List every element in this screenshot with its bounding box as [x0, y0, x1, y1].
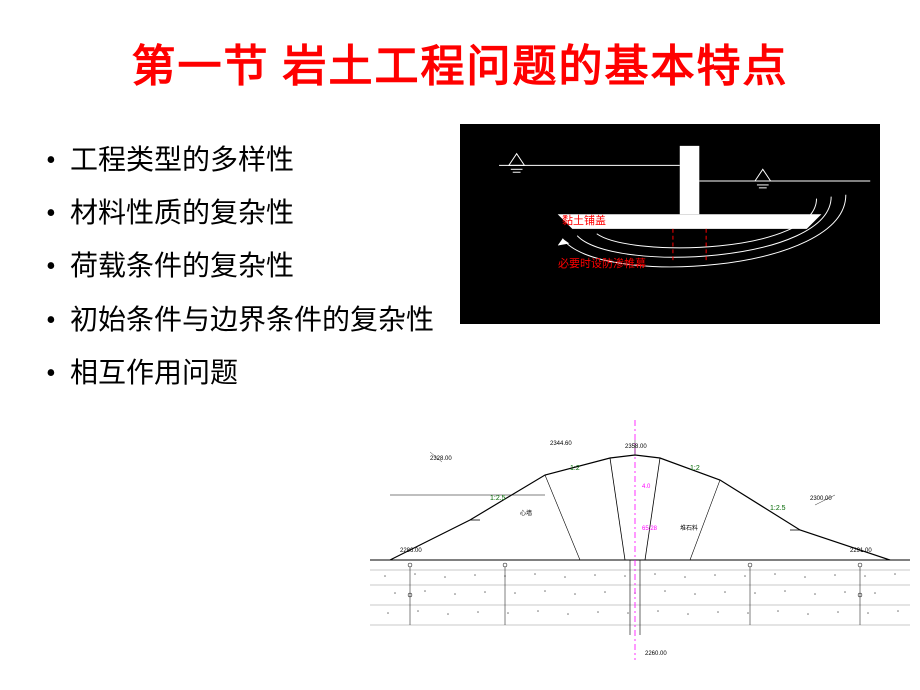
svg-text:心墙: 心墙 — [520, 509, 532, 517]
cad-diagram: 黏土铺盖 必要时设防渗帷幕 — [460, 124, 880, 324]
svg-text:2291.00: 2291.00 — [850, 548, 872, 554]
bullet-list: 工程类型的多样性 材料性质的复杂性 荷载条件的复杂性 初始条件与边界条件的复杂性… — [40, 114, 460, 400]
svg-text:1:2: 1:2 — [570, 465, 580, 472]
svg-text:1:2.5: 1:2.5 — [770, 505, 786, 512]
svg-text:堆石料: 堆石料 — [680, 524, 698, 532]
svg-text:1:2: 1:2 — [690, 465, 700, 472]
cross-section-diagram: 1:2.5 1:2 1:2 1:2.5 2358.00 2344.60 2328… — [370, 400, 910, 670]
svg-text:2300.00: 2300.00 — [810, 496, 832, 502]
svg-text:4.0: 4.0 — [642, 484, 651, 490]
list-item: 荷载条件的复杂性 — [40, 240, 460, 293]
svg-text:65.28: 65.28 — [642, 526, 658, 532]
svg-text:2286.00: 2286.00 — [400, 548, 422, 554]
svg-text:2344.60: 2344.60 — [550, 441, 572, 447]
list-item: 初始条件与边界条件的复杂性 — [40, 294, 460, 347]
svg-text:2358.00: 2358.00 — [625, 444, 647, 450]
content-row: 工程类型的多样性 材料性质的复杂性 荷载条件的复杂性 初始条件与边界条件的复杂性… — [0, 114, 920, 400]
svg-text:1:2.5: 1:2.5 — [490, 495, 506, 502]
svg-text:2260.00: 2260.00 — [645, 651, 667, 657]
cad-label-1: 黏土铺盖 — [562, 212, 606, 228]
page-title: 第一节 岩土工程问题的基本特点 — [0, 0, 920, 114]
list-item: 工程类型的多样性 — [40, 134, 460, 187]
list-item: 材料性质的复杂性 — [40, 187, 460, 240]
cad-label-2: 必要时设防渗帷幕 — [558, 258, 648, 271]
list-item: 相互作用问题 — [40, 347, 460, 400]
